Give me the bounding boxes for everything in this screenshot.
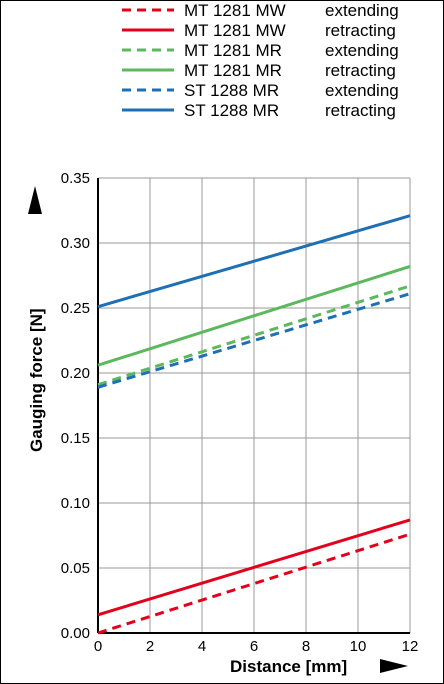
y-tick-label: 0.05 bbox=[61, 560, 90, 577]
series-line bbox=[97, 284, 411, 387]
legend-series-name: ST 1288 MR bbox=[184, 81, 279, 100]
legend-series-mode: extending bbox=[325, 41, 399, 60]
y-tick-label: 0.00 bbox=[61, 625, 90, 642]
x-tick-label: 10 bbox=[350, 638, 367, 655]
x-axis-arrow-icon bbox=[380, 659, 408, 673]
y-tick-label: 0.10 bbox=[61, 495, 90, 512]
y-tick-label: 0.35 bbox=[61, 170, 90, 187]
legend-series-mode: extending bbox=[325, 1, 399, 20]
series-line bbox=[97, 214, 411, 309]
legend-series-mode: retracting bbox=[325, 21, 396, 40]
series-line bbox=[97, 292, 411, 389]
series-line bbox=[97, 532, 411, 635]
legend-series-name: MT 1281 MW bbox=[184, 1, 286, 20]
x-tick-label: 4 bbox=[198, 638, 206, 655]
x-tick-label: 2 bbox=[146, 638, 154, 655]
x-tick-label: 8 bbox=[302, 638, 310, 655]
legend-series-mode: extending bbox=[325, 81, 399, 100]
x-tick-label: 12 bbox=[402, 638, 419, 655]
legend-series-mode: retracting bbox=[325, 101, 396, 120]
legend-series-name: MT 1281 MR bbox=[184, 61, 282, 80]
y-axis-arrow-icon bbox=[28, 186, 42, 214]
x-axis-label: Distance [mm] bbox=[230, 657, 347, 676]
y-tick-label: 0.15 bbox=[61, 430, 90, 447]
y-axis-label: Gauging force [N] bbox=[27, 308, 46, 452]
legend-series-mode: retracting bbox=[325, 61, 396, 80]
legend-series-name: MT 1281 MR bbox=[184, 41, 282, 60]
legend-series-name: MT 1281 MW bbox=[184, 21, 286, 40]
x-tick-label: 0 bbox=[94, 638, 102, 655]
y-tick-label: 0.25 bbox=[61, 300, 90, 317]
x-tick-label: 6 bbox=[250, 638, 258, 655]
series-line bbox=[97, 264, 411, 367]
y-tick-label: 0.30 bbox=[61, 235, 90, 252]
legend-series-name: ST 1288 MR bbox=[184, 101, 279, 120]
series-line bbox=[97, 518, 411, 617]
y-tick-label: 0.20 bbox=[61, 365, 90, 382]
